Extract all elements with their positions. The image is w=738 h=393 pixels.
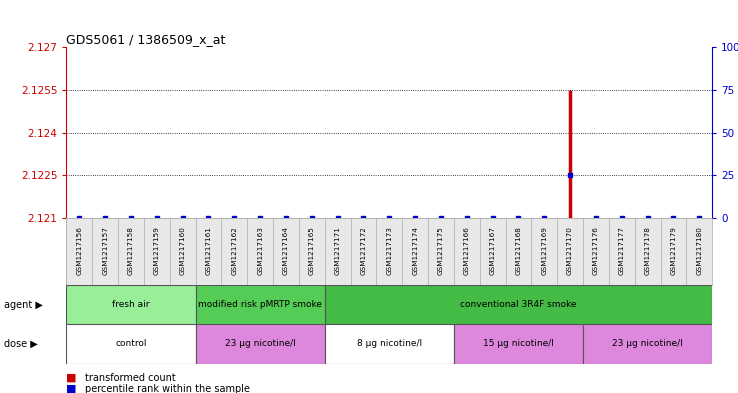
Text: control: control bbox=[115, 340, 147, 348]
Bar bbox=[635, 218, 661, 285]
Bar bbox=[661, 218, 686, 285]
Text: GSM1217176: GSM1217176 bbox=[593, 226, 599, 275]
Bar bbox=[66, 285, 196, 324]
Bar bbox=[454, 324, 583, 364]
Text: agent ▶: agent ▶ bbox=[4, 299, 43, 310]
Text: ■: ■ bbox=[66, 373, 77, 383]
Text: GSM1217157: GSM1217157 bbox=[102, 226, 108, 275]
Text: GSM1217156: GSM1217156 bbox=[76, 226, 83, 275]
Bar bbox=[609, 218, 635, 285]
Bar bbox=[273, 218, 299, 285]
Text: GSM1217158: GSM1217158 bbox=[128, 226, 134, 275]
Bar bbox=[221, 218, 247, 285]
Text: 23 μg nicotine/l: 23 μg nicotine/l bbox=[225, 340, 295, 348]
Bar bbox=[170, 218, 196, 285]
Text: GSM1217159: GSM1217159 bbox=[154, 226, 160, 275]
Text: GSM1217169: GSM1217169 bbox=[541, 226, 548, 275]
Bar bbox=[686, 218, 712, 285]
Bar bbox=[402, 218, 428, 285]
Text: GSM1217170: GSM1217170 bbox=[567, 226, 573, 275]
Text: fresh air: fresh air bbox=[112, 300, 150, 309]
Bar bbox=[196, 324, 325, 364]
Bar bbox=[196, 285, 325, 324]
Bar bbox=[454, 218, 480, 285]
Bar bbox=[480, 218, 506, 285]
Bar bbox=[583, 218, 609, 285]
Text: ■: ■ bbox=[66, 384, 77, 393]
Text: GSM1217168: GSM1217168 bbox=[515, 226, 522, 275]
Text: GSM1217172: GSM1217172 bbox=[360, 226, 367, 275]
Bar bbox=[66, 218, 92, 285]
Bar bbox=[66, 324, 196, 364]
Bar bbox=[325, 324, 454, 364]
Text: GSM1217160: GSM1217160 bbox=[179, 226, 186, 275]
Bar bbox=[92, 218, 118, 285]
Text: GSM1217161: GSM1217161 bbox=[205, 226, 212, 275]
Bar bbox=[583, 324, 712, 364]
Bar bbox=[196, 218, 221, 285]
Text: 23 μg nicotine/l: 23 μg nicotine/l bbox=[613, 340, 683, 348]
Bar bbox=[325, 285, 712, 324]
Text: GSM1217177: GSM1217177 bbox=[618, 226, 625, 275]
Text: GSM1217171: GSM1217171 bbox=[334, 226, 341, 275]
Text: GSM1217165: GSM1217165 bbox=[308, 226, 315, 275]
Text: GSM1217162: GSM1217162 bbox=[231, 226, 238, 275]
Text: GSM1217166: GSM1217166 bbox=[463, 226, 470, 275]
Text: GSM1217178: GSM1217178 bbox=[644, 226, 651, 275]
Text: GSM1217163: GSM1217163 bbox=[257, 226, 263, 275]
Bar bbox=[144, 218, 170, 285]
Text: 15 μg nicotine/l: 15 μg nicotine/l bbox=[483, 340, 554, 348]
Bar bbox=[376, 218, 402, 285]
Bar bbox=[118, 218, 144, 285]
Bar bbox=[351, 218, 376, 285]
Bar bbox=[247, 218, 273, 285]
Bar bbox=[299, 218, 325, 285]
Bar bbox=[531, 218, 557, 285]
Bar bbox=[325, 218, 351, 285]
Text: GDS5061 / 1386509_x_at: GDS5061 / 1386509_x_at bbox=[66, 33, 226, 46]
Text: conventional 3R4F smoke: conventional 3R4F smoke bbox=[461, 300, 576, 309]
Bar bbox=[557, 218, 583, 285]
Text: GSM1217164: GSM1217164 bbox=[283, 226, 289, 275]
Text: dose ▶: dose ▶ bbox=[4, 339, 38, 349]
Text: GSM1217180: GSM1217180 bbox=[696, 226, 703, 275]
Text: GSM1217175: GSM1217175 bbox=[438, 226, 444, 275]
Text: modified risk pMRTP smoke: modified risk pMRTP smoke bbox=[198, 300, 323, 309]
Bar bbox=[506, 218, 531, 285]
Bar bbox=[428, 218, 454, 285]
Text: GSM1217179: GSM1217179 bbox=[670, 226, 677, 275]
Text: GSM1217173: GSM1217173 bbox=[386, 226, 393, 275]
Text: percentile rank within the sample: percentile rank within the sample bbox=[85, 384, 250, 393]
Text: GSM1217174: GSM1217174 bbox=[412, 226, 418, 275]
Text: transformed count: transformed count bbox=[85, 373, 176, 383]
Text: GSM1217167: GSM1217167 bbox=[489, 226, 496, 275]
Text: 8 μg nicotine/l: 8 μg nicotine/l bbox=[356, 340, 422, 348]
